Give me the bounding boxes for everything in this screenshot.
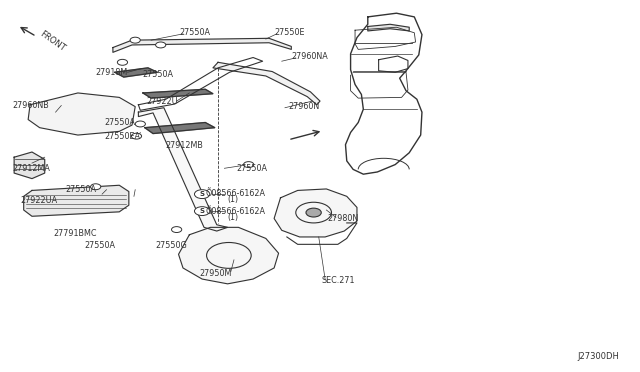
Text: Õ08566-6162A: Õ08566-6162A <box>205 206 266 216</box>
Text: S: S <box>200 208 205 214</box>
Text: 27550EA: 27550EA <box>104 132 141 141</box>
Text: 27950M: 27950M <box>199 269 231 278</box>
Text: FRONT: FRONT <box>38 29 67 53</box>
Text: J27300DH: J27300DH <box>578 352 620 361</box>
Polygon shape <box>24 185 129 216</box>
Text: 27980N: 27980N <box>328 214 359 223</box>
Circle shape <box>117 60 127 65</box>
Circle shape <box>306 208 321 217</box>
Text: 27550A: 27550A <box>104 118 136 127</box>
Polygon shape <box>113 38 291 52</box>
Circle shape <box>91 184 100 190</box>
Text: 27960N: 27960N <box>288 102 319 111</box>
Polygon shape <box>179 227 278 284</box>
Circle shape <box>195 190 210 199</box>
Text: 27550A: 27550A <box>180 28 211 37</box>
Text: 27912MB: 27912MB <box>166 141 204 150</box>
Text: Õ08566-6162A: Õ08566-6162A <box>205 189 266 198</box>
Polygon shape <box>28 93 135 135</box>
Circle shape <box>135 121 145 127</box>
Polygon shape <box>115 68 157 77</box>
Text: (1): (1) <box>228 195 239 204</box>
Circle shape <box>130 37 140 43</box>
Polygon shape <box>143 89 213 98</box>
Text: 27550G: 27550G <box>156 241 188 250</box>
Text: 27550A: 27550A <box>143 70 174 79</box>
Text: 27550A: 27550A <box>65 185 96 194</box>
Polygon shape <box>14 152 45 179</box>
Text: 27550A: 27550A <box>84 241 115 250</box>
Text: 27918M: 27918M <box>96 68 128 77</box>
Circle shape <box>195 207 210 215</box>
Text: 27922UA: 27922UA <box>20 196 58 205</box>
Text: SEC.271: SEC.271 <box>321 276 355 285</box>
Text: 27550E: 27550E <box>274 28 305 37</box>
Polygon shape <box>213 62 320 105</box>
Text: 27960NA: 27960NA <box>291 52 328 61</box>
Circle shape <box>172 227 182 232</box>
Text: 27960NB: 27960NB <box>13 101 50 110</box>
Polygon shape <box>145 122 215 134</box>
Text: 27922U: 27922U <box>147 97 179 106</box>
Polygon shape <box>138 108 228 231</box>
Circle shape <box>244 161 253 167</box>
Text: S: S <box>200 191 205 197</box>
Circle shape <box>156 42 166 48</box>
Text: (1): (1) <box>228 213 239 222</box>
Text: 27912MA: 27912MA <box>13 164 51 173</box>
Polygon shape <box>274 189 357 237</box>
Text: 27791BMC: 27791BMC <box>54 230 97 238</box>
Polygon shape <box>368 24 409 31</box>
Text: 27550A: 27550A <box>236 164 267 173</box>
Circle shape <box>131 133 141 139</box>
